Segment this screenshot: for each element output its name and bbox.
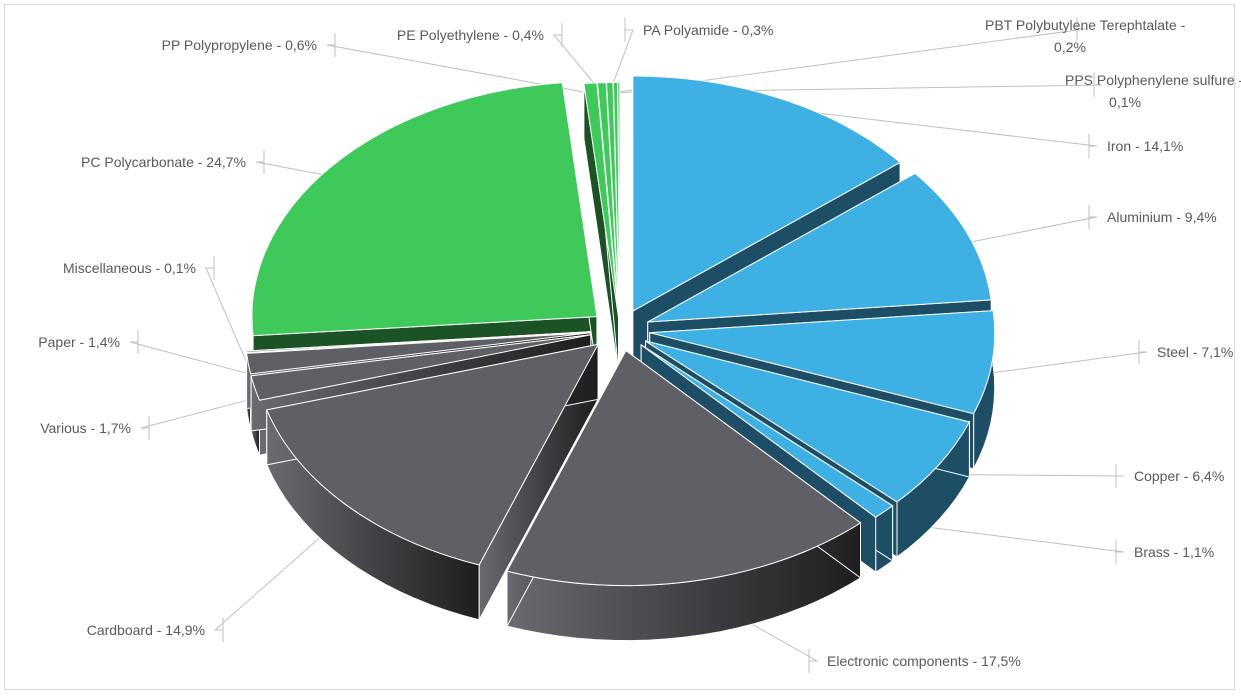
- data-label-pa-polyamide-0-3: PA Polyamide - 0,3%: [643, 22, 773, 38]
- data-label-line2-pps-polyphenylene-sulfure-0-1: 0,1%: [1109, 94, 1141, 110]
- leader-pe-polyethylene-0-4: [552, 34, 603, 94]
- pie-slices: [245, 75, 996, 642]
- leader-various-1-7: [140, 397, 255, 429]
- slice-steel-7-1: [649, 310, 996, 415]
- leader-pps-polyphenylene-sulfure-0-1: [618, 84, 1103, 93]
- leader-aluminium-9-4: [966, 216, 1098, 244]
- data-label-pp-polypropylene-0-6: PP Polypropylene - 0,6%: [162, 37, 317, 53]
- leader-miscellaneous-0-1: [205, 267, 247, 362]
- data-label-cardboard-14-9: Cardboard - 14,9%: [87, 622, 205, 638]
- slice-brass-1-1: [640, 344, 894, 518]
- data-label-various-1-7: Various - 1,7%: [40, 420, 131, 436]
- data-label-brass-1-1: Brass - 1,1%: [1134, 544, 1214, 560]
- leader-lines: [129, 17, 1148, 673]
- slice-cardboard-14-9: [266, 343, 600, 566]
- leader-pa-polyamide-0-3: [609, 29, 634, 93]
- data-label-steel-7-1: Steel - 7,1%: [1157, 344, 1233, 360]
- data-label-miscellaneous-0-1: Miscellaneous - 0,1%: [63, 260, 196, 276]
- data-label-electronic-components-17-5: Electronic components - 17,5%: [827, 653, 1021, 669]
- data-label-pe-polyethylene-0-4: PE Polyethylene - 0,4%: [397, 27, 544, 43]
- leader-pbt-polybutylene-terephtalate-0-2: [615, 28, 1086, 93]
- leader-copper-6-4: [939, 473, 1125, 477]
- leader-iron-14-1: [780, 108, 1098, 147]
- slice-various-1-7: [250, 334, 591, 401]
- slice-pps-polyphenylene-sulfure-0-1: [617, 81, 621, 318]
- leader-paper-1-4: [129, 341, 249, 375]
- data-labels: Iron - 14,1% Aluminium - 9,4% Steel - 7,1%…: [38, 17, 1241, 669]
- leader-steel-7-1: [991, 351, 1148, 374]
- leader-pc-polycarbonate-24-7: [255, 161, 332, 177]
- leader-brass-1-1: [884, 521, 1125, 553]
- slice-pp-polypropylene-0-6: [583, 82, 620, 318]
- data-label-paper-1-4: Paper - 1,4%: [38, 334, 120, 350]
- slice-pc-polycarbonate-24-7: [251, 82, 598, 337]
- data-label-line1-pps-polyphenylene-sulfure-0-1: PPS Polyphenylene sulfure -: [1065, 72, 1241, 88]
- data-label-iron-14-1: Iron - 14,1%: [1107, 138, 1183, 154]
- data-label-line2-pbt-polybutylene-terephtalate-0-2: 0,2%: [1054, 39, 1086, 55]
- slice-electronic-components-17-5: [506, 349, 862, 587]
- leader-pp-polypropylene-0-6: [326, 44, 591, 94]
- slice-miscellaneous-0-1: [245, 331, 591, 353]
- slice-paper-1-4: [246, 332, 591, 375]
- leader-cardboard-14-9: [213, 514, 347, 631]
- data-label-aluminium-9-4: Aluminium - 9,4%: [1107, 209, 1217, 225]
- slice-aluminium-9-4: [647, 172, 992, 323]
- slice-copper-6-4: [645, 340, 971, 503]
- slice-iron-14-1: [632, 75, 901, 312]
- data-label-line1-pbt-polybutylene-terephtalate-0-2: PBT Polybutylene Terephtalate -: [985, 17, 1186, 33]
- data-label-pc-polycarbonate-24-7: PC Polycarbonate - 24,7%: [81, 154, 246, 170]
- data-label-copper-6-4: Copper - 6,4%: [1134, 468, 1224, 484]
